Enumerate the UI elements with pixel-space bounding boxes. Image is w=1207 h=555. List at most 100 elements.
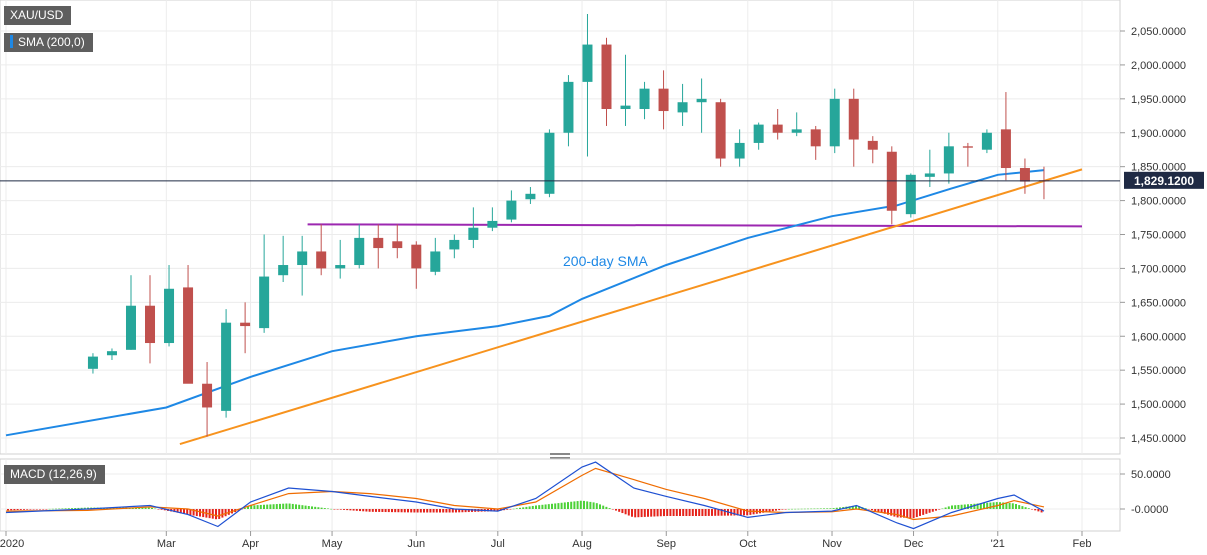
candle-body [715,102,726,159]
macd-hist-bar-negative [893,509,896,517]
time-tick-label: Nov [822,538,842,550]
macd-hist-bar-positive [323,508,326,509]
macd-hist-bar-positive [1008,503,1011,509]
macd-hist-bar-positive [1015,504,1017,509]
macd-hist-bar-positive [1018,505,1021,509]
candle-down [1000,92,1011,181]
price-axis[interactable]: 2,050.0000 2,000.0000 1,950.0000 1,900.0000… [1120,26,1186,445]
candle-down [392,224,403,259]
macd-axis[interactable]: 50.0000 -0.0000 [1120,469,1171,516]
macd-hist-bar-negative [931,509,934,512]
macd-hist-bar-positive [256,505,259,509]
macd-hist-bar-negative [464,509,467,513]
macd-hist-bar-positive [599,504,601,509]
macd-hist-bar-negative [691,509,694,516]
macd-hist-bar-negative [720,509,723,516]
macd-hist-bar-negative [915,509,918,518]
candle-up [106,348,117,360]
macd-hist-bar-negative [419,509,422,513]
macd-hist-bar-negative [656,509,659,517]
macd-hist-bar-negative [362,509,365,512]
candle-body [373,237,384,249]
macd-hist-bar-negative [874,509,877,511]
candle-up [905,173,916,218]
macd-hist-bar-positive [544,504,547,509]
support-line-group [307,223,1083,228]
macd-hist-bar-negative [23,509,25,510]
macd-hist-bar-negative [615,509,617,511]
candle-up [335,239,346,279]
macd-hist-bar-negative [640,509,643,518]
macd-hist-bar-positive [957,504,960,509]
macd-tick-label: -0.0000 [1131,504,1168,516]
collapse-handle[interactable] [550,453,570,459]
candle-body [810,129,821,147]
macd-hist-bar-negative [163,509,166,511]
macd-hist-bar-negative [45,509,48,510]
macd-hist-bar-negative [352,509,355,511]
macd-hist-bar-positive [48,508,51,510]
candle-down [202,362,213,437]
macd-hist-bar-positive [605,506,608,509]
macd-hist-bar-negative [442,509,445,513]
macd-hist-bar-negative [384,509,387,513]
macd-hist-bar-positive [583,500,585,509]
symbol-tag[interactable]: XAU/USD [4,6,72,25]
macd-hist-bar-negative [391,509,393,513]
candle-down [1019,158,1030,194]
macd-hist-bar-positive [819,508,822,509]
candle-body [601,44,612,110]
candle-body [962,146,973,148]
macd-hist-bar-positive [579,500,582,509]
price-tick-label: 1,950.0000 [1131,94,1186,106]
macd-indicator-tag[interactable]: MACD (12,26,9) [4,465,105,484]
macd-hist-bar-negative [919,509,921,516]
macd-hist-bar-negative [349,509,352,511]
candle-body [316,251,327,269]
macd-hist-bar-positive [1027,508,1030,509]
macd-hist-bar-positive [327,508,329,509]
current-price-tag-bg [1124,171,1204,189]
macd-hist-bar-negative [186,509,189,515]
macd-hist-bar-positive [973,503,976,509]
macd-hist-bar-negative [1034,509,1037,511]
macd-hist-bar-positive [829,508,832,509]
macd-hist-bar-positive [525,506,528,509]
macd-hist-bar-negative [439,509,441,513]
macd-hist-bar-positive [1011,503,1014,509]
candle-up [87,353,98,374]
macd-hist-bar-negative [199,509,201,517]
macd-hist-bar-negative [375,509,377,512]
time-tick-label: Dec [904,538,924,550]
macd-hist-bar-negative [765,509,768,513]
candle-up [677,83,688,126]
candle-up [259,234,270,333]
sma-indicator-tag[interactable]: SMA (200,0) [4,33,93,52]
macd-hist-bar-negative [1031,509,1033,510]
candle-up [563,75,574,147]
candle-body [753,124,764,143]
macd-hist-bar-negative [1040,509,1043,513]
macd-hist-bar-negative [877,509,880,512]
macd-hist-bar-positive [77,507,80,509]
macd-hist-bar-positive [512,508,515,510]
macd-hist-bar-positive [138,507,141,509]
price-tick-label: 1,850.0000 [1131,162,1186,174]
macd-hist-bar-positive [855,505,857,509]
macd-hist-bar-positive [839,507,841,509]
price-tick-label: 1,550.0000 [1131,365,1186,377]
macd-hist-bar-negative [922,509,925,515]
candle-down [183,265,194,384]
macd-hist-bar-positive [112,507,115,509]
macd-hist-bar-positive [826,508,829,509]
candle-body [658,88,669,112]
candle-body [981,132,992,150]
candle-up [278,235,289,282]
time-axis[interactable]: 2020 Mar Apr May Jun Jul Aug Sep Oct Nov Dec '21 Feb [0,531,1091,550]
macd-hist-bar-positive [787,508,790,510]
candle-body [221,322,232,411]
macd-hist-bar-negative [896,509,899,518]
ascending-trendline [179,168,1083,446]
macd-hist-bar-positive [595,503,598,509]
macd-hist-bar-negative [496,509,499,512]
